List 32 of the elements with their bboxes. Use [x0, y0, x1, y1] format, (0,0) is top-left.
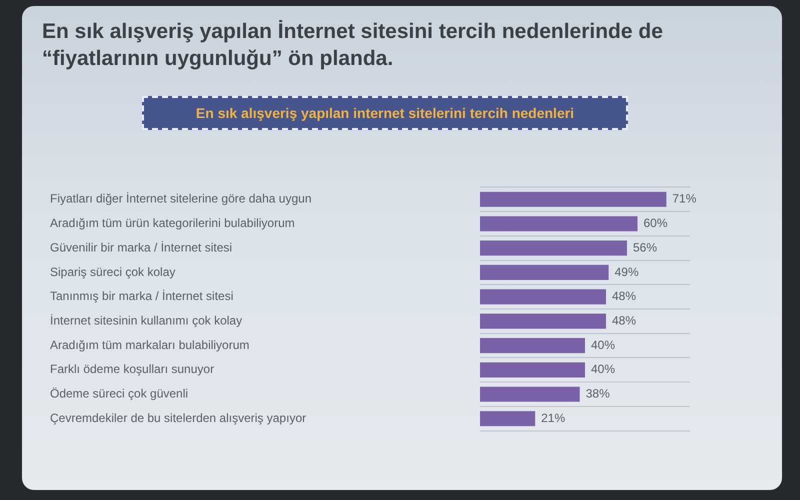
data-label: 40%	[591, 338, 616, 352]
bar	[480, 411, 536, 426]
bar	[480, 386, 580, 402]
y-tick-label: İnternet sitesinin kullanımı çok kolay	[50, 313, 242, 328]
y-tick-label: Fiyatları diğer İnternet sitelerine göre daha uygun	[50, 192, 312, 206]
y-tick-label: Ödeme süreci çok güvenli	[50, 386, 188, 401]
data-label: 48%	[612, 289, 636, 304]
data-label: 48%	[612, 313, 636, 328]
bar	[480, 338, 585, 354]
y-tick-label: Tanınmış bir marka / İnternet sitesi	[50, 289, 234, 304]
chart-title: En sık alışveriş yapılan İnternet sitesini tercih nedenlerinde de “fiyatlarının uygunluğu” ön planda.	[42, 19, 664, 72]
data-label: 38%	[586, 386, 610, 401]
y-tick-label: Sipariş süreci çok kolay	[50, 264, 176, 279]
data-label: 56%	[633, 240, 658, 254]
data-label: 21%	[541, 410, 566, 425]
bar	[480, 264, 609, 280]
bar	[480, 289, 606, 304]
data-label: 71%	[672, 192, 697, 206]
bar	[480, 216, 638, 232]
y-tick-label: Farklı ödeme koşulları sunuyor	[50, 362, 214, 376]
data-label: 49%	[614, 264, 639, 279]
chart-subtitle: En sık alışveriş yapılan internet sitelerini tercih nedenleri	[142, 96, 628, 130]
y-tick-label: Aradığım tüm markaları bulabiliyorum	[50, 338, 250, 352]
bar	[480, 362, 585, 378]
y-tick-label: Çevremdekiler de bu sitelerden alışveriş yapıyor	[50, 410, 306, 425]
y-tick-label: Güvenilir bir marka / İnternet sitesi	[50, 240, 232, 254]
data-label: 40%	[591, 362, 616, 376]
data-label: 60%	[644, 216, 668, 230]
bar	[480, 192, 666, 207]
y-tick-label: Aradığım tüm ürün kategorilerini bulabiliyorum	[50, 216, 295, 230]
bar	[480, 240, 627, 256]
bar	[480, 314, 606, 329]
